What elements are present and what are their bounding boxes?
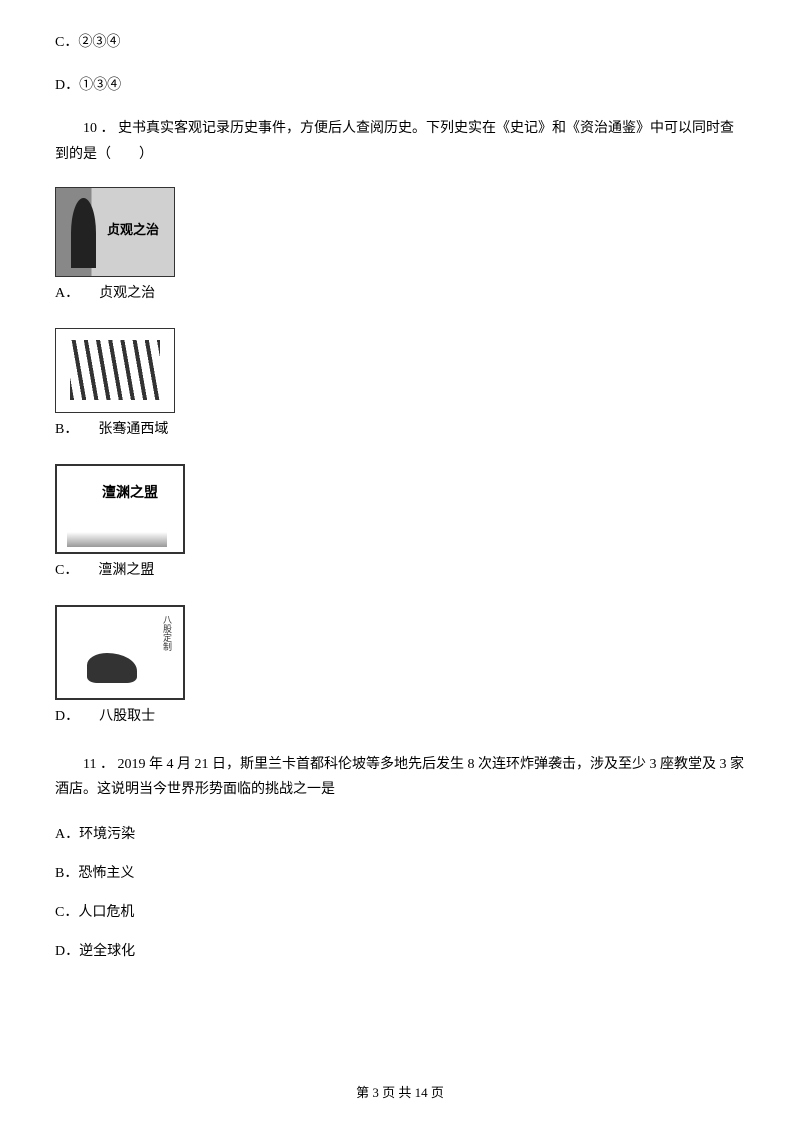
q10-d-label: 八股取士: [99, 704, 155, 729]
q10-image-b: [55, 328, 175, 413]
q11-option-c[interactable]: C．人口危机: [55, 900, 745, 925]
q11: 11 ． 2019 年 4 月 21 日，斯里兰卡首都科伦坡等多地先后发生 8 …: [55, 752, 745, 965]
q11-number: 11 ．: [83, 757, 114, 772]
q10-b-label: 张骞通西域: [98, 417, 168, 442]
q10-image-d: 八股定制: [55, 605, 185, 700]
q10-text: 10 ． 史书真实客观记录历史事件，方便后人查阅历史。下列史实在《史记》和《资治…: [55, 116, 745, 166]
q10-a-label: 贞观之治: [99, 281, 155, 306]
q10-option-c[interactable]: C． 澶渊之盟: [55, 464, 745, 585]
q10-c-label: 澶渊之盟: [98, 558, 154, 583]
q10-body: 史书真实客观记录历史事件，方便后人查阅历史。下列史实在《史记》和《资治通鉴》中可…: [55, 121, 734, 161]
q10-option-d[interactable]: 八股定制 D． 八股取士: [55, 605, 745, 731]
q10-a-letter: A．: [55, 281, 79, 308]
q9-option-c[interactable]: C．②③④: [55, 30, 745, 55]
q10-b-letter: B．: [55, 417, 78, 444]
q10: 10 ． 史书真实客观记录历史事件，方便后人查阅历史。下列史实在《史记》和《资治…: [55, 116, 745, 731]
q11-body: 2019 年 4 月 21 日，斯里兰卡首都科伦坡等多地先后发生 8 次连环炸弹…: [55, 757, 744, 797]
q11-text: 11 ． 2019 年 4 月 21 日，斯里兰卡首都科伦坡等多地先后发生 8 …: [55, 752, 745, 802]
q11-option-a[interactable]: A．环境污染: [55, 822, 745, 847]
q9-option-d[interactable]: D．①③④: [55, 73, 745, 98]
q10-option-b[interactable]: B． 张骞通西域: [55, 328, 745, 444]
q10-image-c: [55, 464, 185, 554]
q10-number: 10 ．: [83, 121, 115, 136]
q10-option-a[interactable]: A． 贞观之治: [55, 187, 745, 308]
q10-image-a: [55, 187, 175, 277]
q9-remaining: C．②③④ D．①③④: [55, 30, 745, 98]
q10-c-letter: C．: [55, 558, 78, 585]
q11-option-b[interactable]: B．恐怖主义: [55, 861, 745, 886]
q11-option-d[interactable]: D．逆全球化: [55, 939, 745, 964]
q10-d-letter: D．: [55, 704, 79, 731]
page-footer: 第 3 页 共 14 页: [0, 1081, 800, 1104]
